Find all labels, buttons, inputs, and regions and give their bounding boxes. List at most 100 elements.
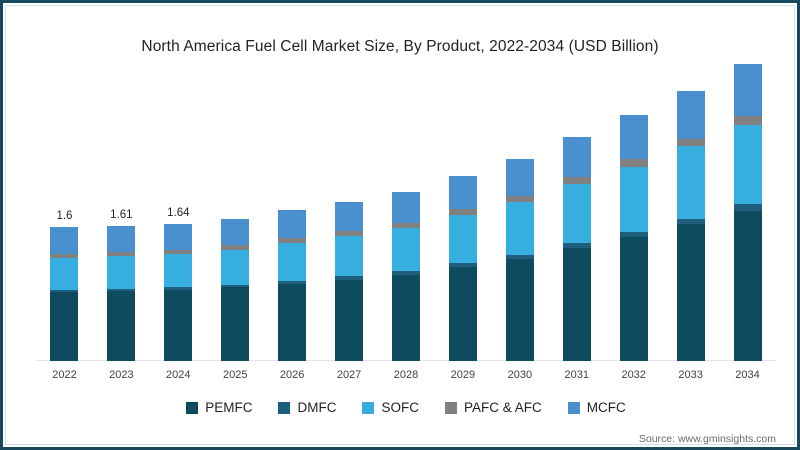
bar-column-2033[interactable] <box>676 91 705 361</box>
bar-segment-dmfc <box>50 289 79 293</box>
bar-segment-pemfc <box>50 292 79 361</box>
bar-segment-sofc <box>448 215 477 263</box>
bar-column-2032[interactable] <box>619 115 648 361</box>
bar-segment-sofc <box>164 253 193 288</box>
bar-segment-dmfc <box>392 271 420 275</box>
bar-column-2024[interactable]: 1.64 <box>164 207 193 361</box>
source-attribution: Source: www.gminsights.com <box>638 433 776 445</box>
bar-segment-sofc <box>392 227 420 272</box>
bar-segment-pemfc <box>448 267 477 361</box>
legend-item-dmfc[interactable]: DMFC <box>278 400 336 415</box>
bar-segment-pemfc <box>619 236 648 361</box>
bar-column-2026[interactable] <box>278 210 307 361</box>
bar-segment-pemfc <box>278 283 307 361</box>
bar-segment-mcfc <box>733 64 762 117</box>
bar-segment-dmfc <box>505 254 534 259</box>
x-tick-2033: 2033 <box>678 369 703 381</box>
bar-segment-dmfc <box>448 262 477 268</box>
bar-segment-sofc <box>278 242 307 281</box>
bar-segment-dmfc <box>278 280 307 284</box>
bar-column-2030[interactable] <box>505 159 534 361</box>
bar-segment-dmfc <box>335 276 364 280</box>
legend-item-pemfc[interactable]: PEMFC <box>186 400 252 415</box>
x-tick-2032: 2032 <box>621 369 646 381</box>
bar-segment-sofc <box>107 256 136 289</box>
bar-segment-pafc-afc <box>164 249 193 254</box>
bar-segment-pafc-afc <box>107 252 136 257</box>
bar-column-2027[interactable] <box>335 201 364 361</box>
bar-segment-sofc <box>50 257 79 290</box>
legend-item-mcfc[interactable]: MCFC <box>567 400 626 415</box>
bar-segment-sofc <box>733 124 762 205</box>
bar-segment-pemfc <box>562 247 591 361</box>
x-tick-2026: 2026 <box>279 369 305 381</box>
bar-segment-mcfc <box>221 218 250 246</box>
bar-segment-dmfc <box>221 284 250 288</box>
bar-segment-pafc-afc <box>335 231 364 237</box>
bar-segment-mcfc <box>676 91 705 139</box>
bar-column-2022[interactable]: 1.6 <box>50 210 79 361</box>
bar-segment-sofc <box>221 249 250 285</box>
bar-segment-pemfc <box>392 274 420 361</box>
x-tick-2022: 2022 <box>52 369 77 381</box>
legend-swatch-icon-pemfc <box>186 401 199 414</box>
bar-column-2028[interactable] <box>392 191 420 361</box>
chart-legend: PEMFC DMFC SOFC PAFC & AFC MCFC <box>6 400 800 415</box>
bar-segment-dmfc <box>107 288 136 292</box>
chart-title: North America Fuel Cell Market Size, By … <box>141 38 659 55</box>
x-axis-tick-labels: 2022 2023 2024 2025 2026 2027 2028 2029 2030 2031… <box>36 369 776 387</box>
x-tick-2034: 2034 <box>735 369 760 381</box>
bar-segment-mcfc <box>335 201 364 232</box>
legend-label-pemfc: PEMFC <box>205 400 253 415</box>
legend-label-dmfc: DMFC <box>297 400 337 415</box>
legend-swatch-icon-sofc <box>362 401 375 414</box>
bar-segment-pafc-afc <box>562 177 591 185</box>
x-tick-2030: 2030 <box>507 369 533 381</box>
bar-segment-pafc-afc <box>392 222 420 228</box>
legend-item-sofc[interactable]: SOFC <box>362 400 419 415</box>
bar-segment-pemfc <box>335 279 364 361</box>
chart-inner-frame: North America Fuel Cell Market Size, By … <box>5 5 795 445</box>
x-tick-2023: 2023 <box>109 369 134 381</box>
x-tick-2027: 2027 <box>336 369 362 381</box>
legend-label-pafc-afc: PAFC & AFC <box>464 400 542 415</box>
legend-label-sofc: SOFC <box>381 400 419 415</box>
legend-item-pafc-afc[interactable]: PAFC & AFC <box>445 400 542 415</box>
bar-segment-sofc <box>619 166 648 232</box>
bar-value-label-2023: 1.61 <box>110 209 133 222</box>
bar-segment-pafc-afc <box>50 253 79 258</box>
bar-segment-pafc-afc <box>221 245 250 250</box>
bar-segment-pemfc <box>676 224 705 361</box>
bar-column-2029[interactable] <box>448 175 477 361</box>
bar-segment-sofc <box>335 236 364 277</box>
bar-value-label-2024: 1.64 <box>167 206 190 219</box>
bar-segment-mcfc <box>278 210 307 238</box>
bar-segment-dmfc <box>164 287 193 290</box>
bar-segment-mcfc <box>392 191 420 223</box>
bar-column-2031[interactable] <box>562 137 591 361</box>
x-tick-2025: 2025 <box>222 369 248 381</box>
bar-segment-dmfc <box>676 218 705 225</box>
bar-segment-pemfc <box>221 287 250 361</box>
legend-swatch-icon-pafc-afc <box>445 401 457 414</box>
bar-segment-pemfc <box>164 289 193 361</box>
x-tick-2024: 2024 <box>166 369 191 381</box>
bar-segment-mcfc <box>448 175 477 210</box>
bar-segment-pafc-afc <box>619 159 648 167</box>
plot-area: 1.6 1.61 1.64 <box>36 64 776 361</box>
x-tick-2029: 2029 <box>450 369 476 381</box>
x-tick-2031: 2031 <box>564 369 590 381</box>
bar-column-2023[interactable]: 1.61 <box>107 209 136 361</box>
bar-segment-sofc <box>562 184 591 243</box>
legend-swatch-icon-mcfc <box>567 401 580 414</box>
legend-label-mcfc: MCFC <box>586 400 626 415</box>
bar-segment-pafc-afc <box>733 116 762 125</box>
bar-value-label-2022: 1.6 <box>56 209 73 222</box>
bar-segment-pemfc <box>733 210 762 361</box>
bar-segment-mcfc <box>505 159 534 196</box>
bar-column-2025[interactable] <box>221 218 250 361</box>
bar-segment-pemfc <box>505 258 534 361</box>
bar-column-2034[interactable] <box>733 64 762 361</box>
bar-segment-pafc-afc <box>448 209 477 216</box>
